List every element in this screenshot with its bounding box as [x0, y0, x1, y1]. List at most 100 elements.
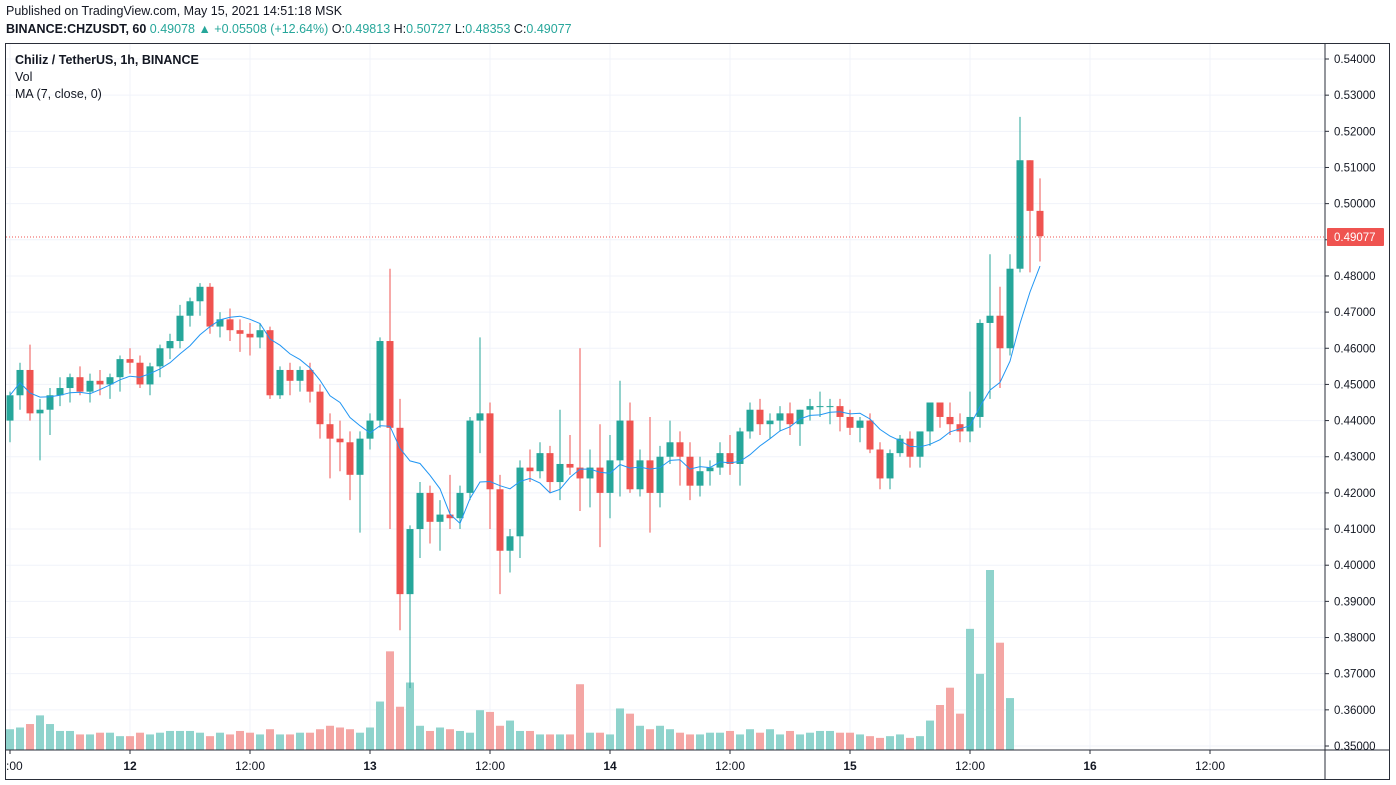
candle-body: [176, 315, 184, 342]
volume-bar: [596, 732, 604, 750]
volume-bar: [516, 730, 524, 750]
candle-body: [286, 369, 294, 381]
open-value: 0.49813: [344, 22, 391, 36]
candle-body: [986, 315, 994, 323]
volume-bar: [606, 734, 614, 750]
volume-bar: [6, 729, 14, 750]
volume-bar: [186, 730, 194, 750]
y-tick-label: 0.45000: [1334, 379, 1376, 391]
candle-body: [926, 402, 934, 432]
volume-bar: [786, 730, 794, 750]
candle-body: [166, 341, 174, 349]
candle-body: [486, 413, 494, 490]
candle-body: [256, 330, 264, 338]
last-price-tag-label: 0.49077: [1334, 232, 1376, 244]
last-price-tag: [1327, 228, 1384, 247]
volume-bar: [366, 727, 374, 750]
candle-body: [326, 424, 334, 439]
candle-body: [356, 438, 364, 475]
candle-body: [946, 416, 954, 425]
volume-bar: [376, 701, 384, 750]
candle-body: [666, 442, 674, 457]
volume-bar: [716, 732, 724, 750]
volume-bar: [746, 729, 754, 750]
chart-frame: [5, 43, 1390, 780]
candle-body: [616, 420, 624, 461]
volume-bar: [206, 736, 214, 750]
volume-bar: [466, 732, 474, 750]
candle-body: [396, 427, 404, 595]
volume-bar: [476, 710, 484, 750]
x-tick-label: 12: [123, 759, 137, 773]
candle-body: [376, 341, 384, 421]
y-tick-label: 0.41000: [1334, 524, 1376, 536]
candle-body: [586, 467, 594, 479]
candle-body: [66, 377, 74, 389]
y-tick-label: 0.37000: [1334, 669, 1376, 681]
candle-body: [56, 388, 64, 396]
volume-bar: [996, 642, 1004, 750]
volume-bar: [86, 734, 94, 750]
candle-body: [686, 456, 694, 486]
x-tick-label: 15: [843, 759, 857, 773]
candle-body: [306, 369, 314, 392]
candle-body: [186, 301, 194, 316]
candle-body: [416, 492, 424, 530]
candle-body: [936, 402, 944, 417]
candle-body: [896, 438, 904, 454]
volume-bar: [966, 628, 974, 750]
candle-body: [236, 330, 244, 334]
volume-bar: [986, 570, 994, 750]
volume-bar: [506, 720, 514, 750]
volume-bar: [296, 732, 304, 750]
volume-bar: [266, 729, 274, 750]
candle-body: [526, 467, 534, 472]
volume-bar: [96, 732, 104, 750]
volume-bar: [486, 711, 494, 750]
x-tick-label: 16: [1083, 759, 1097, 773]
candle-body: [516, 467, 524, 537]
candle-body: [246, 333, 254, 338]
candle-body: [1026, 160, 1034, 211]
volume-bar: [946, 687, 954, 750]
y-tick-label: 0.52000: [1334, 126, 1376, 138]
volume-bar: [706, 732, 714, 750]
candle-body: [446, 514, 454, 519]
candle-body: [266, 330, 274, 396]
candle-body: [806, 406, 814, 410]
candle-body: [856, 420, 864, 428]
volume-bar: [446, 729, 454, 750]
volume-bar: [536, 734, 544, 750]
candle-body: [466, 420, 474, 493]
ohlc-bar: BINANCE:CHZUSDT, 60 0.49078 ▲ +0.05508 (…: [6, 22, 572, 36]
candle-body: [316, 391, 324, 425]
ma-line: [9, 265, 1041, 525]
volume-bar: [656, 725, 664, 750]
candle-body: [216, 319, 224, 327]
volume-bar: [776, 734, 784, 750]
candle-body: [456, 492, 464, 519]
volume-bar: [846, 732, 854, 750]
close-key: C:: [513, 22, 527, 36]
candle-body: [776, 413, 784, 421]
x-tick-label: 12:00: [235, 759, 265, 773]
volume-bar: [146, 734, 154, 750]
x-tick-label: 12:00: [715, 759, 745, 773]
volume-bar: [426, 730, 434, 750]
legend-ma: MA (7, close, 0): [15, 87, 102, 101]
candle-body: [226, 319, 234, 331]
candle-body: [886, 453, 894, 479]
volume-bar: [636, 725, 644, 750]
volume-bar: [106, 732, 114, 750]
volume-bar: [576, 684, 584, 750]
candle-body: [1036, 210, 1044, 237]
published-note: Published on TradingView.com, May 15, 20…: [6, 4, 343, 18]
volume-bar: [906, 737, 914, 750]
volume-bar: [866, 736, 874, 750]
volume-bar: [896, 734, 904, 750]
volume-bar: [336, 727, 344, 750]
volume-bar: [406, 682, 414, 750]
candle-body: [716, 453, 724, 468]
y-tick-label: 0.46000: [1334, 343, 1376, 355]
